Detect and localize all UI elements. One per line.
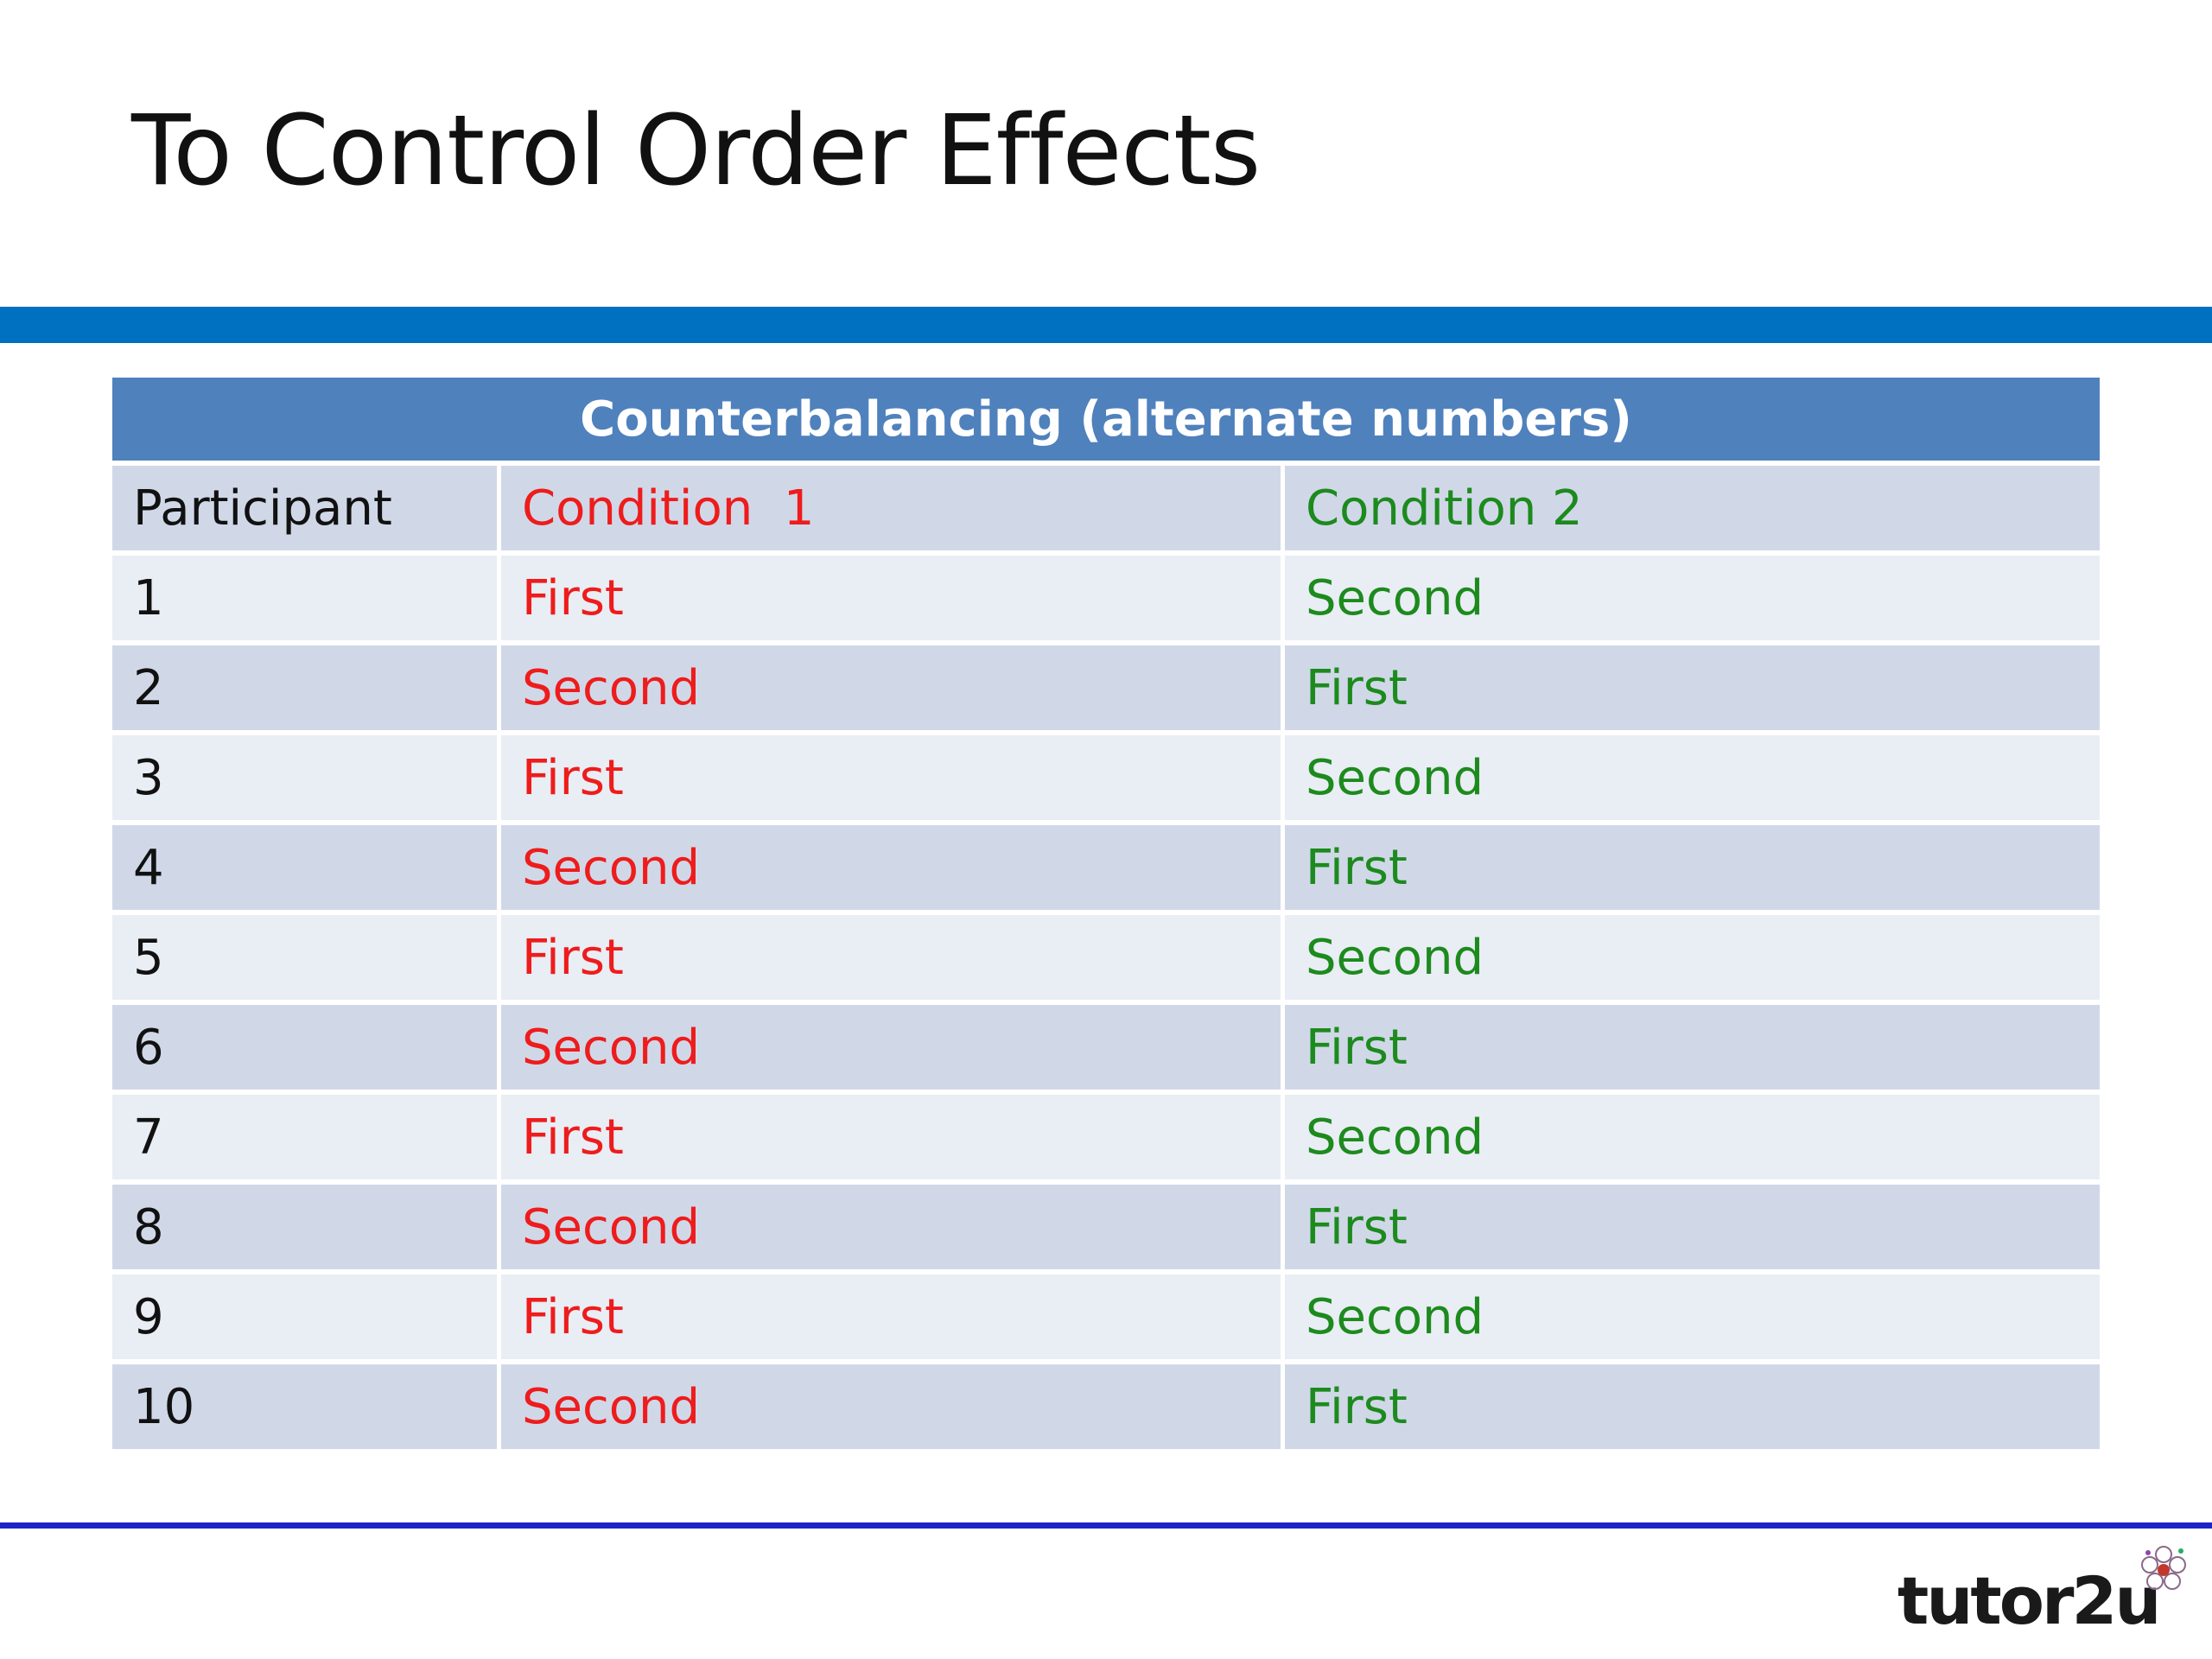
condition-2-cell: Second [1281,1274,2101,1364]
condition-2-cell: Second [1281,915,2101,1005]
table-row: 4 Second First [112,825,2101,915]
participant-cell: 3 [112,735,497,825]
condition-1-cell: First [497,735,1281,825]
participant-cell: 7 [112,1095,497,1185]
condition-2-cell: Second [1281,556,2101,645]
participant-cell: 8 [112,1185,497,1274]
table-caption: Counterbalancing (alternate numbers) [112,378,2101,466]
condition-2-cell: First [1281,1005,2101,1095]
condition-1-cell: First [497,1274,1281,1364]
column-header-participant: Participant [112,466,497,556]
footer-line [0,1522,2212,1529]
condition-2-cell: Second [1281,1095,2101,1185]
condition-1-cell: Second [497,1364,1281,1449]
table-row: 5 First Second [112,915,2101,1005]
accent-bar [0,307,2212,343]
participant-cell: 5 [112,915,497,1005]
column-header-condition-2: Condition 2 [1281,466,2101,556]
condition-2-cell: First [1281,1364,2101,1449]
logo-text: tutor2u [1897,1562,2161,1639]
table-row: 10 Second First [112,1364,2101,1449]
table-row: 6 Second First [112,1005,2101,1095]
condition-1-cell: First [497,556,1281,645]
participant-cell: 4 [112,825,497,915]
condition-2-cell: First [1281,1185,2101,1274]
participant-cell: 6 [112,1005,497,1095]
condition-1-cell: Second [497,1005,1281,1095]
condition-1-cell: Second [497,825,1281,915]
table-row: 9 First Second [112,1274,2101,1364]
condition-2-cell: Second [1281,735,2101,825]
condition-1-cell: Second [497,1185,1281,1274]
participant-cell: 1 [112,556,497,645]
table-row: 3 First Second [112,735,2101,825]
condition-1-cell: First [497,1095,1281,1185]
tutor2u-logo: tutor2u [1897,1542,2191,1646]
table-row: 1 First Second [112,556,2101,645]
table-header-row: Participant Condition 1 Condition 2 [112,466,2101,556]
table-row: 2 Second First [112,645,2101,735]
condition-1-cell: Second [497,645,1281,735]
condition-1-cell: First [497,915,1281,1005]
participant-cell: 10 [112,1364,497,1449]
slide-title: To Control Order Effects [131,95,1261,207]
counterbalancing-table: Counterbalancing (alternate numbers) Par… [112,378,2101,1449]
counterbalancing-table-container: Counterbalancing (alternate numbers) Par… [112,378,2101,1449]
participant-cell: 2 [112,645,497,735]
column-header-condition-1: Condition 1 [497,466,1281,556]
participant-cell: 9 [112,1274,497,1364]
condition-2-cell: First [1281,825,2101,915]
table-row: 8 Second First [112,1185,2101,1274]
table-row: 7 First Second [112,1095,2101,1185]
flower-icon [2141,1546,2186,1590]
condition-2-cell: First [1281,645,2101,735]
